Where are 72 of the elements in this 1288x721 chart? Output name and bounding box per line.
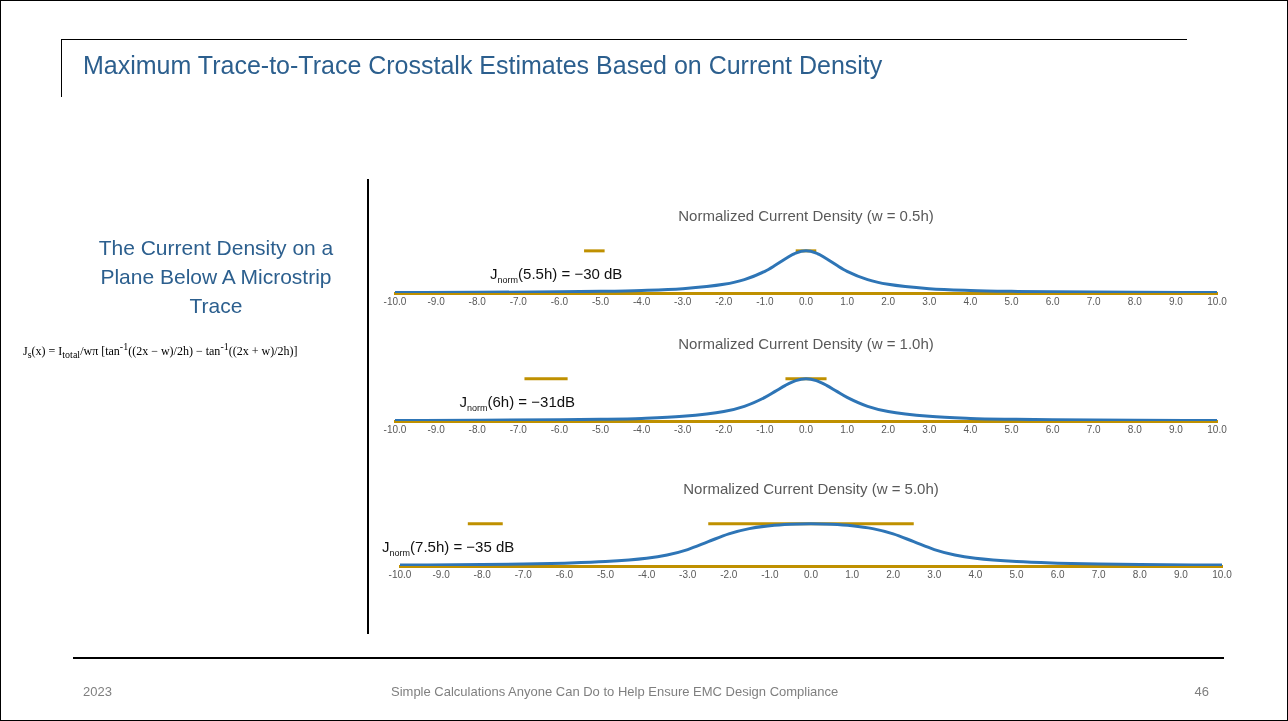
x-tick-label: 4.0 [963, 295, 978, 307]
x-tick-label: 6.0 [1045, 295, 1060, 307]
x-tick-label: -5.0 [596, 568, 615, 580]
x-tick-label: 1.0 [840, 295, 855, 307]
x-tick-label: -10.0 [383, 295, 407, 307]
chart-title: Normalized Current Density (w = 5.0h) [683, 480, 939, 498]
x-tick-label: -2.0 [715, 423, 733, 435]
x-tick-label: 10.0 [1207, 295, 1228, 307]
x-tick-label: -6.0 [550, 423, 569, 435]
x-tick-label: -9.0 [427, 423, 446, 435]
x-tick-label: -7.0 [509, 295, 528, 307]
x-tick-label: -9.0 [432, 568, 451, 580]
x-tick-label: -1.0 [756, 423, 774, 435]
x-tick-label: 3.0 [922, 423, 937, 435]
x-tick-label: 7.0 [1086, 423, 1102, 435]
x-tick-label: -4.0 [632, 295, 651, 307]
x-tick-label: 9.0 [1168, 295, 1184, 307]
x-tick-label: -1.0 [761, 568, 779, 580]
x-tick-label: -8.0 [468, 423, 487, 435]
x-tick-label: 3.0 [922, 295, 937, 307]
x-tick-label: 8.0 [1127, 423, 1143, 435]
text: The Current Density on a Plane Below A Microstrip Trace [97, 235, 335, 319]
x-tick-label: 0.0 [804, 568, 819, 580]
x-tick-label: 0.0 [799, 295, 814, 307]
x-tick-label: -8.0 [473, 568, 492, 580]
x-tick-label: 5.0 [1009, 568, 1024, 580]
x-tick-label: -6.0 [550, 295, 569, 307]
x-tick-label: -5.0 [591, 295, 610, 307]
x-tick-label: -4.0 [637, 568, 656, 580]
x-tick-label: -3.0 [679, 568, 697, 580]
x-tick-label: 5.0 [1004, 423, 1019, 435]
chart-title: Normalized Current Density (w = 0.5h) [678, 207, 934, 225]
x-tick-label: 7.0 [1091, 568, 1107, 580]
x-tick-label: 5.0 [1004, 295, 1019, 307]
chart-title: Normalized Current Density (w = 1.0h) [678, 335, 934, 353]
x-tick-label: -10.0 [383, 423, 407, 435]
x-tick-label: -7.0 [514, 568, 533, 580]
x-tick-label: 3.0 [927, 568, 942, 580]
text: J$_{s}$(x) = I$_{total}$/wπ [tan$^{-1}$((2x − w)/2h) − tan$^{-1}$((2x + w)/2h)] [23, 341, 298, 361]
x-tick-label: -2.0 [720, 568, 738, 580]
x-tick-label: 8.0 [1132, 568, 1148, 580]
text: Simple Calculations Anyone Can Do to Help Ensure EMC Design Compliance [391, 684, 839, 699]
x-tick-label: 4.0 [968, 568, 983, 580]
text: 46 [1194, 684, 1209, 699]
x-tick-label: -6.0 [555, 568, 574, 580]
x-tick-label: 9.0 [1173, 568, 1189, 580]
text: Maximum Trace-to-Trace Crosstalk Estimates Based on Current Density [83, 51, 883, 80]
x-tick-label: -10.0 [388, 568, 412, 580]
x-tick-label: 10.0 [1207, 423, 1228, 435]
x-tick-label: 6.0 [1045, 423, 1060, 435]
x-tick-label: 2.0 [881, 295, 896, 307]
x-tick-label: -3.0 [674, 423, 692, 435]
x-tick-label: -4.0 [632, 423, 651, 435]
x-tick-label: -1.0 [756, 295, 774, 307]
x-tick-label: 0.0 [799, 423, 814, 435]
x-tick-label: 2.0 [886, 568, 901, 580]
x-tick-label: 10.0 [1212, 568, 1233, 580]
x-tick-label: -7.0 [509, 423, 528, 435]
x-tick-label: 1.0 [845, 568, 860, 580]
x-tick-label: -2.0 [715, 295, 733, 307]
x-tick-label: 8.0 [1127, 295, 1143, 307]
x-tick-label: 9.0 [1168, 423, 1184, 435]
x-tick-label: -5.0 [591, 423, 610, 435]
text: 2023 [83, 684, 112, 699]
x-tick-label: 2.0 [881, 423, 896, 435]
x-tick-label: 1.0 [840, 423, 855, 435]
x-tick-label: -8.0 [468, 295, 487, 307]
x-tick-label: 6.0 [1050, 568, 1065, 580]
x-tick-label: 7.0 [1086, 295, 1102, 307]
x-tick-label: 4.0 [963, 423, 978, 435]
x-tick-label: -9.0 [427, 295, 446, 307]
x-tick-label: -3.0 [674, 295, 692, 307]
